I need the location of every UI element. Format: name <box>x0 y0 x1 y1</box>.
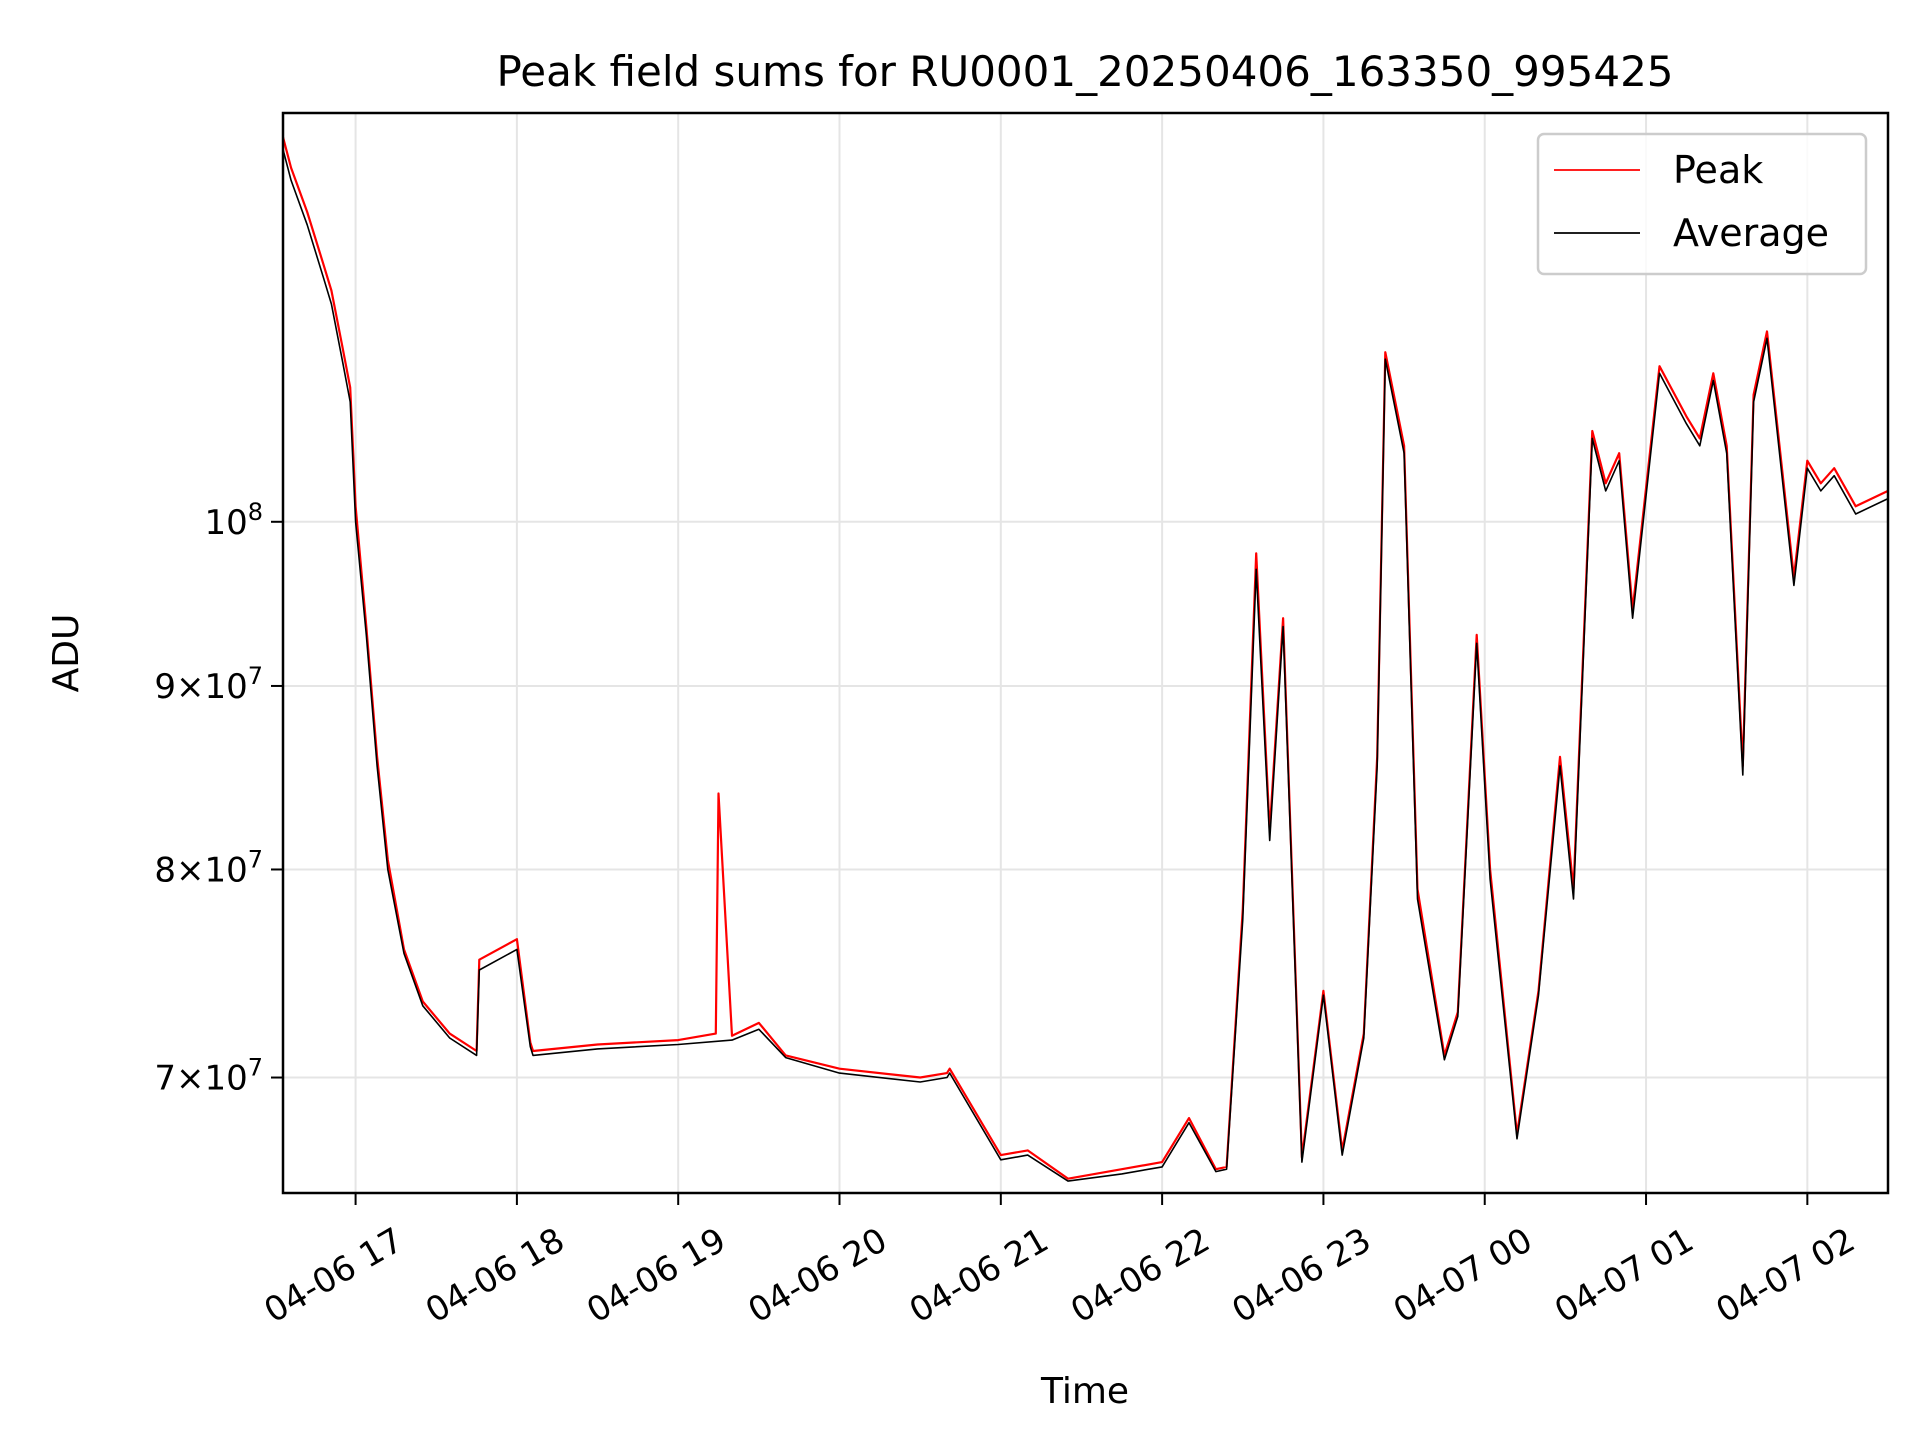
y-axis-label: ADU <box>46 614 87 693</box>
x-axis-label: Time <box>1040 1371 1129 1412</box>
y-tick-label: 7×107 <box>154 1054 263 1099</box>
legend-label-average: Average <box>1673 211 1829 255</box>
y-tick-label: 9×107 <box>154 662 263 707</box>
grid-lines <box>283 113 1888 1193</box>
legend-box <box>1536 132 1868 276</box>
legend-label-peak: Peak <box>1673 148 1763 192</box>
y-tick-label: 8×107 <box>154 845 263 890</box>
legend: Peak Average <box>1536 132 1868 276</box>
plot-frame <box>281 111 1890 1195</box>
series-layer <box>281 136 1889 1182</box>
series-line-average <box>282 149 1889 1182</box>
chart-title: Peak field sums for RU0001_20250406_1633… <box>496 47 1673 96</box>
